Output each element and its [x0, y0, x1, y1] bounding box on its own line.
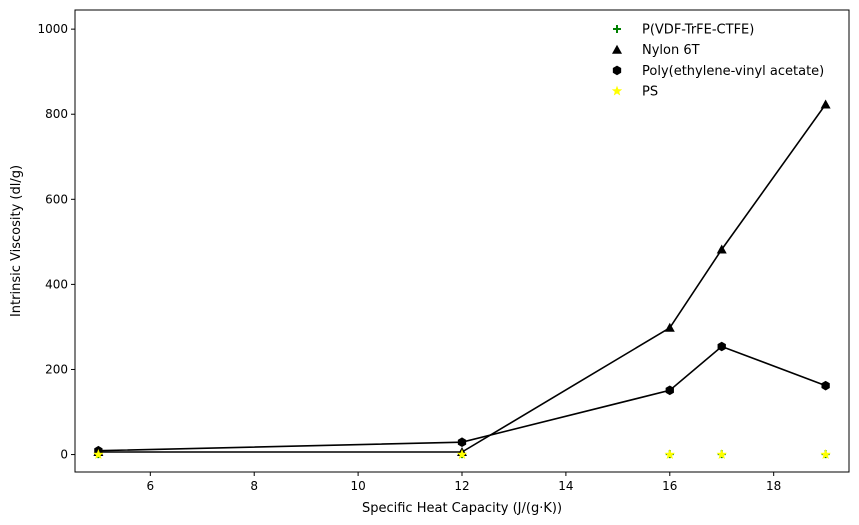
- data-point: [717, 341, 726, 352]
- series-layer: [93, 99, 831, 460]
- data-point: [665, 385, 674, 396]
- x-tick-label: 16: [662, 479, 677, 493]
- data-point: [820, 99, 831, 109]
- data-point: [664, 449, 676, 460]
- legend-marker: [612, 44, 622, 54]
- legend-item: Poly(ethylene-vinyl acetate): [612, 64, 824, 79]
- y-tick-label: 0: [60, 448, 68, 462]
- x-tick-label: 18: [766, 479, 781, 493]
- series-line: [98, 345, 826, 452]
- series-line: [98, 103, 827, 453]
- x-tick-label: 10: [350, 479, 365, 493]
- data-point: [457, 437, 467, 448]
- y-tick-label: 200: [45, 362, 68, 376]
- legend-label: P(VDF-TrFE-CTFE): [642, 23, 754, 38]
- x-tick-label: 8: [250, 479, 258, 493]
- x-tick-label: 14: [558, 479, 573, 493]
- x-tick-label: 6: [147, 479, 155, 493]
- legend-label: Poly(ethylene-vinyl acetate): [642, 64, 824, 79]
- data-point: [821, 380, 830, 391]
- legend-label: Nylon 6T: [642, 43, 700, 58]
- data-point: [716, 244, 727, 254]
- legend-marker: [613, 25, 621, 33]
- y-tick-label: 1000: [37, 22, 68, 36]
- data-point: [664, 322, 675, 332]
- x-axis-label: Specific Heat Capacity (J/(g·K)): [362, 501, 562, 516]
- y-tick-label: 600: [45, 192, 68, 206]
- data-point: [93, 449, 104, 460]
- data-point: [716, 449, 727, 460]
- legend-item: Nylon 6T: [612, 43, 700, 58]
- axis-ticks: 6 8 10 12 14 16 18 0 200 400 600 800 1000: [37, 22, 781, 493]
- x-tick-label: 12: [454, 479, 469, 493]
- plot-frame: [74, 9, 850, 473]
- legend-marker: [612, 65, 622, 76]
- y-axis-label: Intrinsic Viscosity (dl/g): [9, 165, 24, 317]
- series-2: [94, 341, 830, 456]
- legend-label: PS: [642, 85, 658, 100]
- legend-marker: [611, 85, 623, 96]
- y-tick-label: 800: [45, 107, 68, 121]
- legend-item: PS: [611, 85, 658, 100]
- legend-item: P(VDF-TrFE-CTFE): [613, 23, 754, 38]
- legend: P(VDF-TrFE-CTFE) Nylon 6T Poly(ethylene-vi…: [611, 23, 824, 100]
- data-point: [456, 449, 468, 460]
- data-point: [820, 449, 831, 460]
- y-tick-label: 400: [45, 277, 68, 291]
- series-1: [93, 99, 831, 457]
- series-3: [93, 449, 831, 460]
